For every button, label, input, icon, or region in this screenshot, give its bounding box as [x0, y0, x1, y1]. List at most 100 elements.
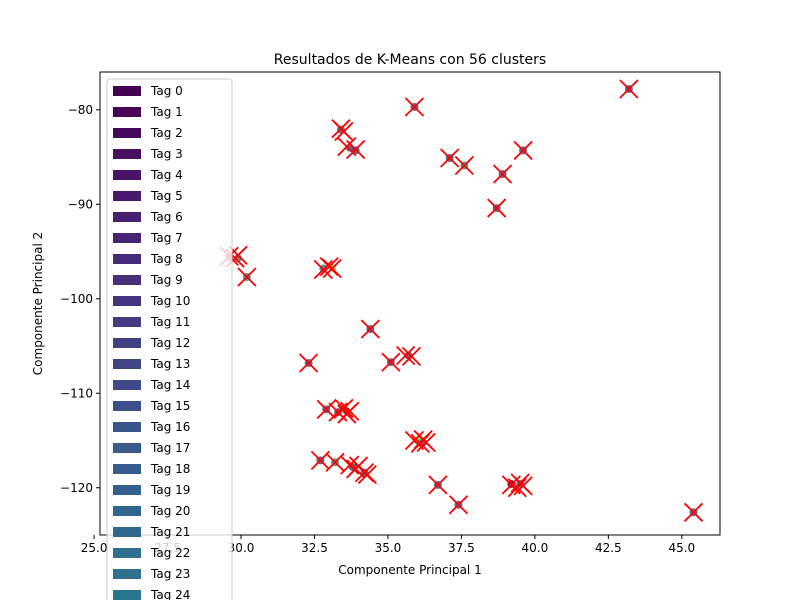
legend: Tag 0 Tag 1 Tag 2 Tag 3 Tag 4 Tag 5 Tag 6 Tag 7…	[106, 78, 233, 604]
centroid-marker	[401, 346, 422, 367]
legend-entry: Tag 2	[113, 126, 183, 140]
centroid-marker	[298, 353, 319, 373]
legend-entry: Tag 23	[113, 567, 190, 581]
legend-label: Tag 4	[150, 168, 183, 182]
centroid-marker	[316, 399, 336, 419]
x-tick-label: 35.0	[375, 541, 402, 555]
centroid-marker	[395, 345, 416, 366]
legend-label: Tag 20	[150, 504, 190, 518]
centroid-marker	[322, 258, 342, 279]
y-axis-label: Componente Principal 2	[31, 232, 45, 375]
legend-label: Tag 3	[150, 147, 183, 161]
legend-swatch	[113, 212, 141, 222]
legend-entry: Tag 17	[113, 441, 190, 455]
legend-entry: Tag 4	[113, 168, 183, 182]
legend-entry: Tag 7	[113, 231, 183, 245]
legend-swatch	[113, 380, 141, 390]
x-tick-label: 45.0	[668, 541, 695, 555]
legend-entry: Tag 24	[113, 588, 190, 602]
axes-frame	[99, 71, 721, 536]
centroid-marker	[334, 121, 354, 142]
legend-label: Tag 8	[150, 252, 183, 266]
centroid-marker	[487, 198, 507, 218]
centroid-marker	[381, 352, 401, 372]
legend-label: Tag 6	[150, 210, 183, 224]
legend-swatch	[113, 170, 141, 180]
legend-label: Tag 0	[150, 84, 183, 98]
legend-entry: Tag 8	[113, 252, 183, 266]
x-tick-label: 30.0	[228, 541, 255, 555]
centroid-marker	[513, 140, 533, 161]
legend-label: Tag 16	[150, 420, 190, 434]
legend-entry: Tag 18	[113, 462, 190, 476]
legend-entry: Tag 3	[113, 147, 183, 161]
centroid-marker	[619, 79, 639, 99]
centroid-marker	[513, 476, 533, 496]
centroid-marker	[428, 475, 448, 495]
legend-entry: Tag 1	[113, 105, 183, 119]
legend-entry: Tag 22	[113, 546, 190, 560]
centroid-marker	[360, 319, 380, 339]
legend-label: Tag 10	[150, 294, 190, 308]
legend-swatch	[113, 338, 141, 348]
x-axis-label: Componente Principal 1	[338, 563, 481, 577]
legend-swatch	[113, 149, 141, 159]
centroid-marker	[492, 164, 513, 184]
legend-swatch	[113, 569, 141, 579]
legend-entry: Tag 21	[113, 525, 190, 539]
x-tick-label: 40.0	[522, 541, 549, 555]
legend-swatch	[113, 590, 141, 600]
legend-entry: Tag 14	[113, 378, 190, 392]
centroid-marker	[404, 430, 425, 451]
centroid-marker	[313, 259, 333, 280]
centroid-marker	[416, 432, 436, 453]
legend-entry: Tag 20	[113, 504, 190, 518]
legend-entry: Tag 19	[113, 483, 190, 497]
legend-label: Tag 14	[150, 378, 190, 392]
legend-swatch	[113, 128, 141, 138]
x-tick-label: 32.5	[301, 541, 328, 555]
legend-label: Tag 7	[150, 231, 183, 245]
legend-swatch	[113, 107, 141, 117]
legend-swatch	[113, 233, 141, 243]
centroid-marker	[440, 148, 460, 168]
legend-label: Tag 12	[150, 336, 190, 350]
centroid-marker	[334, 398, 354, 419]
chart-title: Resultados de K-Means con 56 clusters	[274, 52, 546, 68]
legend-swatch	[113, 464, 141, 474]
y-tick-label: −100	[60, 292, 93, 306]
x-tick-label: 25.0	[81, 541, 108, 555]
legend-label: Tag 17	[150, 441, 190, 455]
legend-swatch	[113, 443, 141, 453]
legend-swatch	[113, 527, 141, 537]
centroid-marker	[448, 495, 469, 515]
legend-swatch	[113, 317, 141, 327]
centroid-marker	[454, 155, 474, 176]
x-tick-label: 42.5	[595, 541, 622, 555]
x-tick-label: 37.5	[448, 541, 475, 555]
centroid-marker	[340, 401, 360, 421]
legend-swatch	[113, 254, 141, 264]
legend-entry: Tag 16	[113, 420, 190, 434]
points-layer	[225, 85, 698, 517]
legend-label: Tag 22	[150, 546, 190, 560]
legend-entry: Tag 15	[113, 399, 190, 413]
legend-label: Tag 24	[150, 588, 190, 600]
legend-label: Tag 15	[150, 399, 190, 413]
legend-label: Tag 13	[150, 357, 190, 371]
legend-swatch	[113, 548, 141, 558]
centroid-marker	[683, 502, 704, 522]
y-tick-label: −80	[68, 103, 93, 117]
legend-label: Tag 21	[150, 525, 190, 539]
legend-swatch	[113, 401, 141, 411]
centroid-marker	[507, 478, 527, 498]
centroid-marker	[340, 455, 360, 475]
legend-swatch	[113, 191, 141, 201]
y-axis: −120 −110 −100 −90 −80	[60, 103, 100, 495]
centroid-marker	[404, 97, 425, 117]
legend-entry: Tag 11	[113, 315, 190, 329]
legend-swatch	[113, 506, 141, 516]
y-tick-label: −120	[60, 481, 93, 495]
